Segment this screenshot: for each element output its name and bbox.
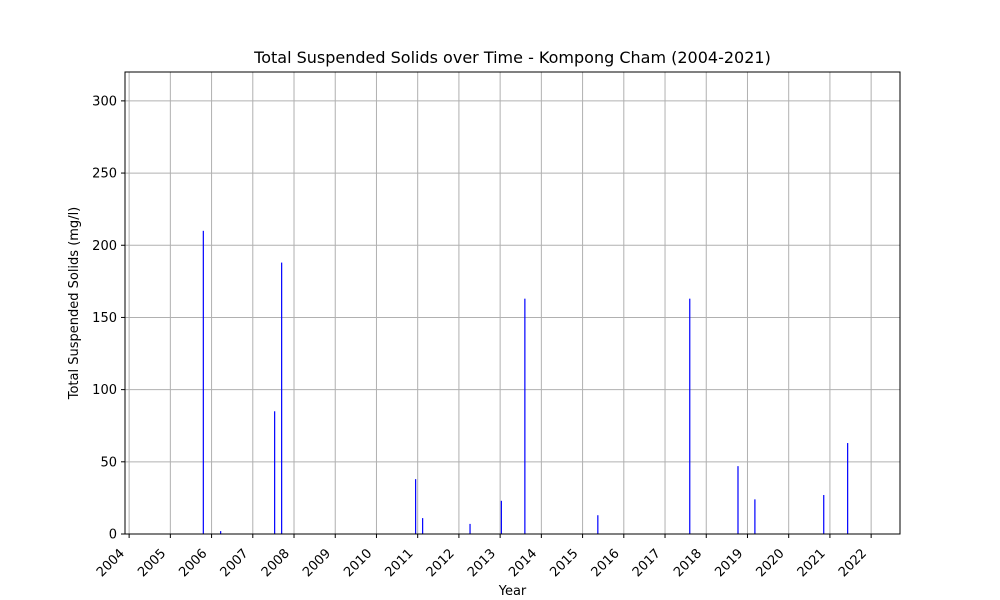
y-tick-label: 150 (92, 311, 117, 326)
x-tick-label: 2007 (218, 546, 252, 580)
y-tick-label: 200 (92, 239, 117, 254)
x-tick-label: 2010 (341, 546, 375, 580)
y-tick-label: 0 (109, 528, 117, 543)
x-tick-label: 2008 (259, 546, 293, 580)
grid-lines (125, 72, 900, 535)
x-tick-label: 2012 (424, 546, 458, 580)
x-tick-label: 2018 (671, 546, 705, 580)
x-tick-label: 2022 (836, 546, 870, 580)
x-tick-label: 2013 (465, 546, 499, 580)
chart-title: Total Suspended Solids over Time - Kompo… (253, 48, 771, 67)
x-tick-label: 2016 (589, 546, 623, 580)
x-tick-label: 2006 (176, 546, 210, 580)
data-bar (500, 500, 502, 534)
x-tick-label: 2017 (630, 546, 664, 580)
x-tick-label: 2020 (754, 546, 788, 580)
data-bar (754, 499, 756, 534)
y-tick-label: 100 (92, 383, 117, 398)
x-axis-label: Year (498, 584, 527, 599)
data-bar (737, 466, 739, 534)
data-bar (524, 298, 526, 534)
data-bar (202, 230, 204, 534)
plot-area-frame (124, 71, 901, 535)
data-bar (281, 262, 283, 534)
y-axis-label: Total Suspended Solids (mg/l) (67, 207, 82, 401)
data-bar (422, 518, 424, 534)
data-bar (220, 531, 222, 534)
data-bar (847, 443, 849, 534)
y-tick-label: 300 (92, 94, 117, 109)
data-bar (274, 411, 276, 534)
x-tick-label: 2014 (506, 546, 540, 580)
y-tick-label: 250 (92, 167, 117, 182)
x-tick-label: 2015 (547, 546, 581, 580)
x-axis-ticks: 2004 2005 2006 2007 2008 2009 2010 2011 2012 2013… (94, 534, 872, 580)
data-bar (469, 523, 471, 534)
data-bar (823, 495, 825, 534)
data-bar (415, 479, 417, 534)
y-tick-label: 50 (100, 455, 117, 470)
data-bar (597, 515, 599, 534)
x-tick-label: 2004 (94, 546, 128, 580)
x-tick-label: 2009 (300, 546, 334, 580)
x-tick-label: 2019 (712, 546, 746, 580)
x-tick-label: 2011 (383, 546, 417, 580)
data-bar (689, 298, 691, 534)
x-tick-label: 2021 (795, 546, 829, 580)
x-tick-label: 2005 (135, 546, 169, 580)
bar-series (202, 230, 849, 534)
y-axis-ticks: 0 50 100 150 200 250 300 (92, 94, 125, 543)
